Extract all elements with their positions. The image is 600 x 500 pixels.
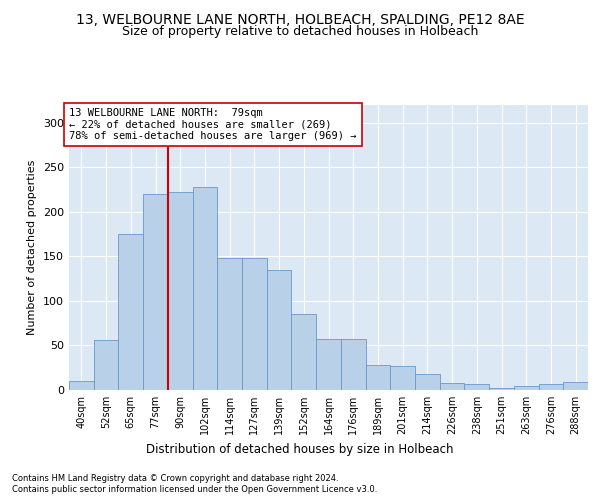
Bar (143, 194, 168, 390)
Y-axis label: Number of detached properties: Number of detached properties (28, 160, 37, 335)
Bar (464, 384, 489, 390)
Bar (341, 339, 365, 390)
Bar (415, 374, 440, 390)
Bar (563, 382, 588, 390)
Bar (193, 187, 217, 390)
Bar (267, 270, 292, 390)
Bar (539, 384, 563, 390)
Text: 13 WELBOURNE LANE NORTH:  79sqm
← 22% of detached houses are smaller (269)
78% o: 13 WELBOURNE LANE NORTH: 79sqm ← 22% of … (69, 108, 356, 141)
Bar (514, 386, 539, 390)
Bar (440, 383, 464, 390)
Bar (217, 258, 242, 390)
Text: Distribution of detached houses by size in Holbeach: Distribution of detached houses by size … (146, 442, 454, 456)
Text: Contains public sector information licensed under the Open Government Licence v3: Contains public sector information licen… (12, 485, 377, 494)
Bar (118, 234, 143, 390)
Text: Size of property relative to detached houses in Holbeach: Size of property relative to detached ho… (122, 25, 478, 38)
Bar (94, 340, 118, 390)
Bar (69, 381, 94, 390)
Bar (168, 192, 193, 390)
Bar (316, 339, 341, 390)
Bar (365, 365, 390, 390)
Bar (292, 314, 316, 390)
Text: 13, WELBOURNE LANE NORTH, HOLBEACH, SPALDING, PE12 8AE: 13, WELBOURNE LANE NORTH, HOLBEACH, SPAL… (76, 12, 524, 26)
Bar (390, 366, 415, 390)
Text: Contains HM Land Registry data © Crown copyright and database right 2024.: Contains HM Land Registry data © Crown c… (12, 474, 338, 483)
Bar (242, 258, 267, 390)
Bar (489, 388, 514, 390)
